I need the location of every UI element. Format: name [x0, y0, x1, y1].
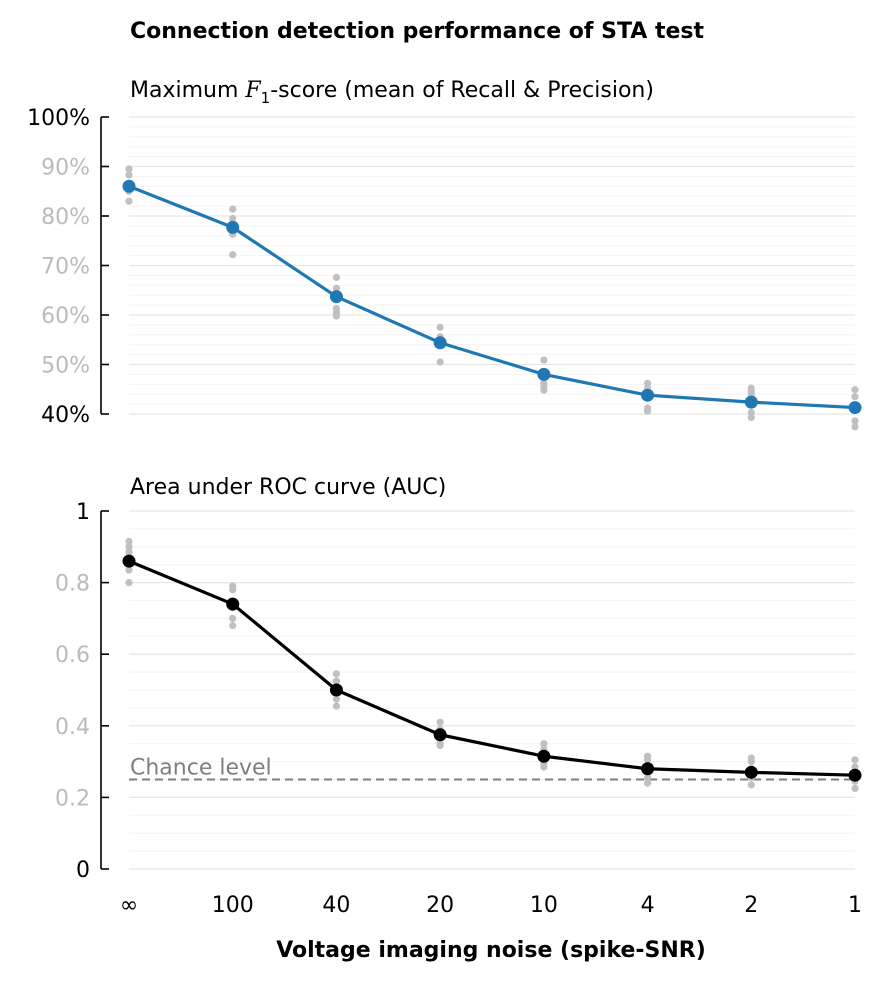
f1-sample-point — [540, 356, 548, 364]
auc-y-tick-label: 0.4 — [55, 715, 90, 740]
f1-sample-point — [332, 273, 341, 281]
f1-sample-point — [643, 407, 652, 415]
auc-sample-point — [643, 756, 652, 764]
chance-level-label: Chance level — [130, 756, 272, 781]
auc-y-tick-label: 0.8 — [55, 572, 90, 597]
f1-sample-point — [540, 386, 548, 394]
f1-mean-point — [537, 367, 551, 381]
f1-sample-point — [125, 171, 133, 179]
auc-sample-point — [851, 784, 859, 793]
auc-sample-point — [125, 537, 133, 546]
panel2-title: Area under ROC curve (AUC) — [130, 475, 446, 500]
panel1-title-sub: 1 — [261, 89, 271, 107]
auc-sample-point — [540, 740, 548, 748]
f1-sample-point — [229, 214, 237, 223]
auc-sample-point — [436, 741, 444, 750]
f1-y-tick-label: 50% — [41, 354, 90, 379]
auc-mean-point — [848, 768, 862, 782]
auc-sample-point — [643, 774, 652, 782]
auc-y-tick-label: 0.6 — [55, 643, 90, 668]
figure-title: Connection detection performance of STA … — [130, 19, 704, 44]
f1-mean-point — [641, 388, 655, 402]
auc-y-tick-label: 0.2 — [55, 786, 90, 811]
x-tick-label: 10 — [530, 893, 558, 918]
f1-sample-point — [332, 312, 341, 320]
auc-mean-point — [537, 749, 551, 763]
x-axis-label: Voltage imaging noise (spike-SNR) — [276, 938, 706, 963]
auc-panel: 1 0.8 0.6 0.4 0.2 0 Chance level — [55, 500, 862, 883]
auc-sample-point — [332, 677, 341, 685]
f1-sample-point — [229, 205, 237, 213]
f1-y-tick-label: 60% — [41, 304, 90, 329]
auc-y-tick-label: 0 — [76, 858, 90, 883]
f1-sample-point — [851, 393, 859, 401]
auc-mean-point — [433, 728, 447, 742]
auc-mean-point — [329, 683, 343, 697]
panel1-title: Maximum F1-score (mean of Recall & Preci… — [130, 78, 654, 107]
auc-sample-point — [229, 621, 237, 630]
x-tick-label: 2 — [744, 893, 758, 918]
f1-sample-point — [851, 417, 859, 425]
f1-mean-point — [433, 336, 447, 350]
f1-mean-point — [122, 179, 136, 193]
f1-sample-point — [747, 408, 755, 417]
auc-sample-point — [436, 718, 444, 726]
auc-sample-point — [643, 779, 652, 787]
auc-sample-point — [540, 763, 548, 771]
auc-sample-point — [229, 614, 237, 623]
f1-sample-point — [747, 413, 755, 422]
auc-sample-point — [332, 695, 341, 703]
f1-sample-point — [125, 165, 133, 173]
x-axis: ∞ 100 40 20 10 4 2 1 — [120, 893, 862, 918]
x-tick-label: 40 — [322, 893, 350, 918]
auc-mean-point — [744, 765, 758, 779]
f1-mean-line — [128, 184, 856, 410]
x-tick-label: 1 — [848, 893, 862, 918]
auc-sample-point — [125, 548, 133, 556]
auc-mean-line — [128, 559, 856, 777]
panel1-title-prefix: Maximum — [130, 78, 245, 103]
x-tick-label: 100 — [212, 893, 254, 918]
auc-sample-point — [851, 763, 859, 771]
auc-mean-point — [122, 554, 136, 568]
auc-sample-point — [747, 758, 755, 766]
auc-sample-point — [747, 781, 755, 789]
f1-y-tick-label: 90% — [41, 156, 90, 181]
f1-sample-point — [436, 323, 444, 331]
f1-y-tick-label: 100% — [27, 106, 90, 131]
f1-mean-point — [329, 290, 343, 304]
f1-mean-point — [744, 395, 758, 409]
f1-sample-point — [436, 358, 444, 366]
f1-sample-point — [229, 251, 237, 259]
f1-y-tick-label: 80% — [41, 205, 90, 230]
auc-sample-point — [229, 586, 237, 594]
auc-sample-point — [125, 579, 133, 587]
f1-sample-point — [332, 284, 341, 292]
auc-sample-point — [851, 756, 859, 764]
auc-y-tick-label: 1 — [76, 500, 90, 525]
auc-sample-point — [125, 543, 133, 551]
x-tick-label: 20 — [426, 893, 454, 918]
auc-sample-point — [332, 702, 341, 710]
f1-y-tick-label: 40% — [41, 403, 90, 428]
auc-mean-point — [641, 762, 655, 776]
f1-mean-point — [226, 220, 240, 234]
panel1-title-suffix: -score (mean of Recall & Precision) — [270, 78, 654, 103]
x-tick-label: 4 — [641, 893, 655, 918]
auc-mean-point — [226, 597, 240, 611]
auc-sample-point — [332, 670, 341, 678]
f1-sample-point — [851, 386, 859, 394]
auc-sample-point — [125, 566, 133, 574]
f1-sample-point — [125, 197, 133, 205]
x-tick-label: ∞ — [120, 893, 138, 918]
f1-mean-point — [848, 401, 862, 415]
panel1-title-math: F — [244, 78, 261, 103]
f1-y-tick-label: 70% — [41, 255, 90, 280]
f1-sample-point — [851, 423, 859, 431]
f1-score-panel: 100% 90% 80% 70% 60% 50% 40% — [27, 106, 862, 431]
